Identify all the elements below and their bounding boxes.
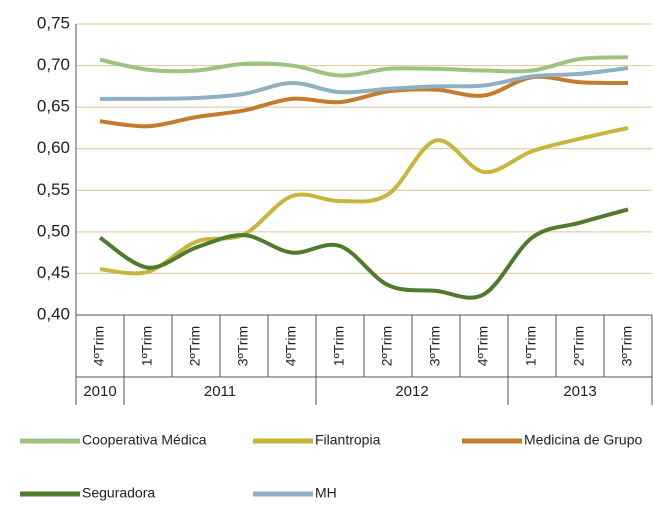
year-label: 2013: [563, 383, 596, 400]
series-line: [99, 55, 629, 78]
x-tick-label: 4ºTrim: [91, 326, 107, 366]
y-tick-label: 0,65: [37, 97, 70, 116]
x-tick-label: 2ºTrim: [379, 326, 395, 366]
y-tick-label: 0,55: [37, 180, 70, 199]
legend-label: Seguradora: [82, 485, 155, 501]
y-tick-label: 0,45: [37, 263, 70, 282]
series-line: [98, 207, 629, 300]
legend-label: Cooperativa Médica: [82, 432, 207, 448]
x-tick-label: 1ºTrim: [139, 326, 155, 366]
year-label: 2011: [204, 383, 236, 400]
y-tick-label: 0,75: [37, 13, 70, 32]
year-label: 2012: [395, 383, 428, 400]
legend-label: Filantropia: [315, 432, 381, 448]
series-line: [99, 125, 629, 276]
x-tick-label: 1ºTrim: [331, 326, 347, 366]
x-tick-label: 4ºTrim: [475, 326, 491, 366]
x-tick-label: 1ºTrim: [523, 326, 539, 366]
series-line: [99, 66, 629, 101]
x-tick-label: 3ºTrim: [619, 326, 635, 366]
y-tick-label: 0,40: [37, 304, 70, 323]
y-tick-label: 0,50: [37, 221, 70, 240]
series-line: [99, 74, 629, 129]
x-tick-label: 4ºTrim: [283, 326, 299, 366]
x-tick-label: 2ºTrim: [187, 326, 203, 366]
x-tick-label: 3ºTrim: [427, 326, 443, 366]
y-tick-label: 0,70: [37, 55, 70, 74]
x-tick-label: 3ºTrim: [235, 326, 251, 366]
y-tick-label: 0,60: [37, 138, 70, 157]
legend-label: MH: [315, 485, 337, 501]
x-tick-label: 2ºTrim: [571, 326, 587, 366]
year-label: 2010: [83, 383, 116, 400]
legend-label: Medicina de Grupo: [524, 432, 643, 448]
